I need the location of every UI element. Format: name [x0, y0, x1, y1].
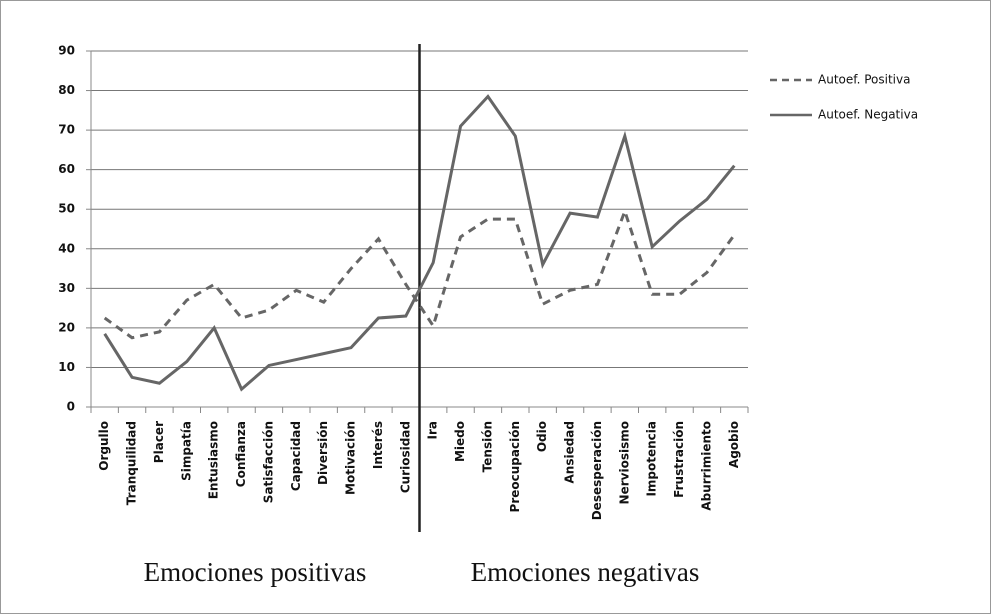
- y-tick-label: 20: [58, 320, 75, 334]
- x-tick-label: Aburrimiento: [699, 421, 713, 511]
- x-tick-label: Capacidad: [289, 421, 303, 491]
- x-tick-label: Motivación: [344, 421, 358, 495]
- y-tick-label: 0: [67, 400, 75, 414]
- x-tick-label: Impotencia: [645, 421, 659, 497]
- group-label: Emociones negativas: [471, 557, 700, 587]
- y-tick-label: 40: [58, 241, 75, 255]
- y-tick-label: 70: [58, 123, 75, 137]
- x-tick-label: Desesperación: [590, 421, 604, 520]
- y-tick-label: 50: [58, 202, 75, 216]
- x-tick-label: Diversión: [316, 421, 330, 485]
- x-tick-label: Simpatía: [179, 421, 193, 481]
- y-tick-label: 90: [58, 44, 75, 58]
- x-tick-label: Interés: [371, 421, 385, 469]
- line-series: [103, 94, 736, 392]
- x-tick-label: Nerviosismo: [617, 421, 631, 504]
- x-tick-label: Tensión: [480, 421, 494, 472]
- y-tick-label: 80: [58, 83, 75, 97]
- group-label: Emociones positivas: [144, 557, 367, 587]
- x-tick-label: Ira: [426, 421, 440, 439]
- y-tick-label: 10: [58, 360, 75, 374]
- x-tick-label: Miedo: [453, 421, 467, 462]
- x-tick-label: Confianza: [234, 421, 248, 487]
- x-tick-label: Ansiedad: [563, 421, 577, 484]
- y-tick-label: 60: [58, 162, 75, 176]
- x-tick-label: Preocupación: [508, 421, 522, 512]
- x-tick-label: Tranquilidad: [125, 421, 139, 505]
- x-tick-label: Orgullo: [97, 421, 111, 471]
- x-tick-label: Odio: [535, 421, 549, 452]
- legend-label: Autoef. Negativa: [818, 108, 918, 122]
- y-tick-label: 30: [58, 281, 75, 295]
- x-tick-label: Satisfacción: [261, 421, 275, 503]
- x-tick-label: Curiosidad: [398, 421, 412, 493]
- x-tick-label: Entusiasmo: [207, 421, 221, 499]
- x-tick-label: Agobio: [727, 421, 741, 468]
- legend-label: Autoef. Positiva: [818, 73, 910, 87]
- line-series: [103, 206, 736, 340]
- x-tick-label: Frustración: [672, 421, 686, 498]
- x-tick-label: Placer: [152, 421, 166, 463]
